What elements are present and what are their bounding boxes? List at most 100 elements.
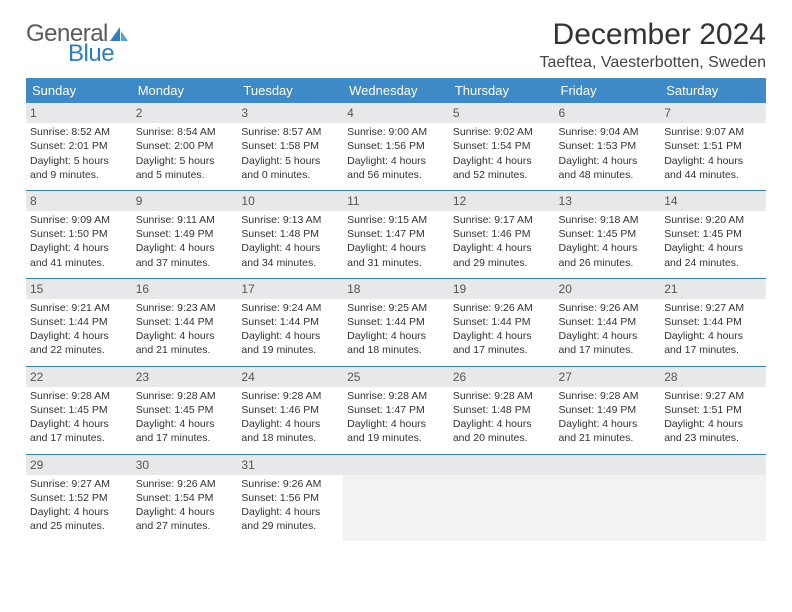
daylight-text: Daylight: 4 hours and 17 minutes. xyxy=(30,417,128,445)
calendar-day-cell: 21Sunrise: 9:27 AMSunset: 1:44 PMDayligh… xyxy=(660,278,766,366)
calendar-day-cell: 13Sunrise: 9:18 AMSunset: 1:45 PMDayligh… xyxy=(555,190,661,278)
day-details: Sunrise: 8:57 AMSunset: 1:58 PMDaylight:… xyxy=(241,125,339,184)
calendar-day-cell: 3Sunrise: 8:57 AMSunset: 1:58 PMDaylight… xyxy=(237,103,343,190)
sunset-text: Sunset: 1:44 PM xyxy=(30,315,128,329)
sunset-text: Sunset: 1:54 PM xyxy=(453,139,551,153)
logo-word-blue: Blue xyxy=(68,42,128,66)
calendar-day-cell: 26Sunrise: 9:28 AMSunset: 1:48 PMDayligh… xyxy=(449,366,555,454)
day-number: 29 xyxy=(26,455,132,475)
calendar-day-cell: 24Sunrise: 9:28 AMSunset: 1:46 PMDayligh… xyxy=(237,366,343,454)
daylight-text: Daylight: 4 hours and 25 minutes. xyxy=(30,505,128,533)
day-details: Sunrise: 9:23 AMSunset: 1:44 PMDaylight:… xyxy=(136,301,234,360)
day-details: Sunrise: 9:18 AMSunset: 1:45 PMDaylight:… xyxy=(559,213,657,272)
weekday-header: Saturday xyxy=(660,78,766,103)
sunrise-text: Sunrise: 9:27 AM xyxy=(664,301,762,315)
daylight-text: Daylight: 5 hours and 9 minutes. xyxy=(30,154,128,182)
day-number: 14 xyxy=(660,191,766,211)
sunset-text: Sunset: 1:45 PM xyxy=(30,403,128,417)
sunrise-text: Sunrise: 8:52 AM xyxy=(30,125,128,139)
weekday-header: Friday xyxy=(555,78,661,103)
day-number-empty xyxy=(555,455,661,475)
calendar-table: Sunday Monday Tuesday Wednesday Thursday… xyxy=(26,78,766,541)
sunrise-text: Sunrise: 9:07 AM xyxy=(664,125,762,139)
daylight-text: Daylight: 4 hours and 23 minutes. xyxy=(664,417,762,445)
calendar-day-cell: 5Sunrise: 9:02 AMSunset: 1:54 PMDaylight… xyxy=(449,103,555,190)
daylight-text: Daylight: 4 hours and 18 minutes. xyxy=(241,417,339,445)
weekday-header: Thursday xyxy=(449,78,555,103)
daylight-text: Daylight: 4 hours and 17 minutes. xyxy=(453,329,551,357)
day-details: Sunrise: 9:26 AMSunset: 1:44 PMDaylight:… xyxy=(559,301,657,360)
daylight-text: Daylight: 4 hours and 17 minutes. xyxy=(136,417,234,445)
logo-sail-icon xyxy=(110,27,120,41)
sunrise-text: Sunrise: 9:28 AM xyxy=(30,389,128,403)
daylight-text: Daylight: 4 hours and 24 minutes. xyxy=(664,241,762,269)
day-details: Sunrise: 9:02 AMSunset: 1:54 PMDaylight:… xyxy=(453,125,551,184)
sunrise-text: Sunrise: 8:57 AM xyxy=(241,125,339,139)
day-details: Sunrise: 9:25 AMSunset: 1:44 PMDaylight:… xyxy=(347,301,445,360)
day-number: 7 xyxy=(660,103,766,123)
sunrise-text: Sunrise: 9:02 AM xyxy=(453,125,551,139)
daylight-text: Daylight: 4 hours and 17 minutes. xyxy=(664,329,762,357)
day-number: 18 xyxy=(343,279,449,299)
day-details: Sunrise: 9:28 AMSunset: 1:49 PMDaylight:… xyxy=(559,389,657,448)
weekday-header: Wednesday xyxy=(343,78,449,103)
sunrise-text: Sunrise: 9:27 AM xyxy=(664,389,762,403)
calendar-day-cell: 27Sunrise: 9:28 AMSunset: 1:49 PMDayligh… xyxy=(555,366,661,454)
sunrise-text: Sunrise: 9:17 AM xyxy=(453,213,551,227)
sunset-text: Sunset: 1:51 PM xyxy=(664,139,762,153)
header: General Blue December 2024 Taeftea, Vaes… xyxy=(26,18,766,72)
day-number: 5 xyxy=(449,103,555,123)
calendar-day-cell: 28Sunrise: 9:27 AMSunset: 1:51 PMDayligh… xyxy=(660,366,766,454)
sunset-text: Sunset: 1:56 PM xyxy=(241,491,339,505)
calendar-day-cell: 12Sunrise: 9:17 AMSunset: 1:46 PMDayligh… xyxy=(449,190,555,278)
sunset-text: Sunset: 1:52 PM xyxy=(30,491,128,505)
sunset-text: Sunset: 1:47 PM xyxy=(347,227,445,241)
day-details: Sunrise: 9:24 AMSunset: 1:44 PMDaylight:… xyxy=(241,301,339,360)
calendar-day-cell xyxy=(449,454,555,541)
sunset-text: Sunset: 1:58 PM xyxy=(241,139,339,153)
day-details: Sunrise: 9:21 AMSunset: 1:44 PMDaylight:… xyxy=(30,301,128,360)
sunset-text: Sunset: 1:44 PM xyxy=(241,315,339,329)
sunrise-text: Sunrise: 9:11 AM xyxy=(136,213,234,227)
day-details: Sunrise: 9:28 AMSunset: 1:45 PMDaylight:… xyxy=(136,389,234,448)
sunset-text: Sunset: 1:49 PM xyxy=(136,227,234,241)
sunset-text: Sunset: 1:44 PM xyxy=(136,315,234,329)
calendar-day-cell: 19Sunrise: 9:26 AMSunset: 1:44 PMDayligh… xyxy=(449,278,555,366)
calendar-day-cell: 25Sunrise: 9:28 AMSunset: 1:47 PMDayligh… xyxy=(343,366,449,454)
day-details: Sunrise: 9:07 AMSunset: 1:51 PMDaylight:… xyxy=(664,125,762,184)
day-details: Sunrise: 9:27 AMSunset: 1:51 PMDaylight:… xyxy=(664,389,762,448)
day-details: Sunrise: 9:26 AMSunset: 1:44 PMDaylight:… xyxy=(453,301,551,360)
day-number: 26 xyxy=(449,367,555,387)
sunrise-text: Sunrise: 9:28 AM xyxy=(136,389,234,403)
sunset-text: Sunset: 1:45 PM xyxy=(559,227,657,241)
sunset-text: Sunset: 1:48 PM xyxy=(453,403,551,417)
sunrise-text: Sunrise: 9:00 AM xyxy=(347,125,445,139)
calendar-day-cell: 6Sunrise: 9:04 AMSunset: 1:53 PMDaylight… xyxy=(555,103,661,190)
daylight-text: Daylight: 4 hours and 34 minutes. xyxy=(241,241,339,269)
day-number: 30 xyxy=(132,455,238,475)
day-number-empty xyxy=(343,455,449,475)
day-details: Sunrise: 9:15 AMSunset: 1:47 PMDaylight:… xyxy=(347,213,445,272)
calendar-day-cell xyxy=(660,454,766,541)
calendar-day-cell: 9Sunrise: 9:11 AMSunset: 1:49 PMDaylight… xyxy=(132,190,238,278)
daylight-text: Daylight: 4 hours and 41 minutes. xyxy=(30,241,128,269)
sunset-text: Sunset: 1:47 PM xyxy=(347,403,445,417)
title-block: December 2024 Taeftea, Vaesterbotten, Sw… xyxy=(539,18,766,72)
sunrise-text: Sunrise: 9:04 AM xyxy=(559,125,657,139)
day-details: Sunrise: 8:52 AMSunset: 2:01 PMDaylight:… xyxy=(30,125,128,184)
sunset-text: Sunset: 1:51 PM xyxy=(664,403,762,417)
daylight-text: Daylight: 4 hours and 52 minutes. xyxy=(453,154,551,182)
sunset-text: Sunset: 2:01 PM xyxy=(30,139,128,153)
day-number-empty xyxy=(449,455,555,475)
daylight-text: Daylight: 5 hours and 5 minutes. xyxy=(136,154,234,182)
day-number: 21 xyxy=(660,279,766,299)
sunrise-text: Sunrise: 9:18 AM xyxy=(559,213,657,227)
day-number: 19 xyxy=(449,279,555,299)
day-details: Sunrise: 9:26 AMSunset: 1:56 PMDaylight:… xyxy=(241,477,339,536)
calendar-week-row: 22Sunrise: 9:28 AMSunset: 1:45 PMDayligh… xyxy=(26,366,766,454)
sunset-text: Sunset: 1:53 PM xyxy=(559,139,657,153)
daylight-text: Daylight: 4 hours and 21 minutes. xyxy=(559,417,657,445)
day-number: 1 xyxy=(26,103,132,123)
calendar-day-cell: 22Sunrise: 9:28 AMSunset: 1:45 PMDayligh… xyxy=(26,366,132,454)
sunrise-text: Sunrise: 9:09 AM xyxy=(30,213,128,227)
